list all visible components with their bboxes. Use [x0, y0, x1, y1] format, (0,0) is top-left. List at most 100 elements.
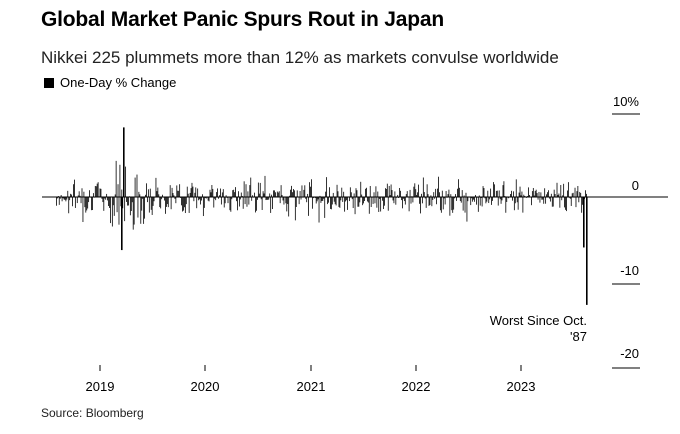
daily-change-bar [514, 197, 516, 204]
daily-change-bar [94, 185, 96, 197]
daily-change-bar [247, 191, 249, 197]
daily-change-bar [565, 197, 566, 210]
daily-change-bar [215, 197, 217, 201]
daily-change-bar [500, 197, 502, 204]
daily-change-bar [399, 187, 401, 197]
daily-change-bar [461, 190, 463, 197]
daily-change-bar [223, 197, 225, 208]
daily-change-bar [581, 197, 583, 213]
daily-change-bar [576, 191, 578, 197]
daily-change-bar [105, 197, 107, 200]
daily-change-bar [457, 188, 458, 197]
daily-change-bar [350, 192, 352, 197]
daily-change-bar [481, 197, 483, 207]
daily-change-bar [533, 195, 535, 197]
daily-change-bar [376, 197, 378, 208]
daily-change-bar [439, 197, 441, 211]
daily-change-bar [151, 197, 153, 215]
daily-change-bar [550, 193, 552, 197]
daily-change-bar [271, 194, 273, 197]
daily-change-bar [258, 193, 260, 197]
daily-change-bar [465, 192, 467, 197]
daily-change-bar [77, 195, 79, 197]
daily-change-bar [344, 197, 346, 212]
daily-change-bar [503, 181, 505, 197]
daily-change-bar [152, 197, 154, 206]
daily-change-bar [81, 188, 83, 197]
daily-change-bar [366, 197, 368, 202]
daily-change-bar [209, 189, 211, 197]
daily-change-bar [385, 188, 386, 197]
daily-change-bar [92, 197, 93, 211]
daily-change-bar [210, 192, 212, 197]
daily-change-bar [274, 190, 275, 197]
daily-change-bar [478, 195, 480, 197]
daily-change-bar [512, 191, 514, 197]
daily-change-bar [133, 197, 135, 225]
daily-change-bar [470, 197, 472, 206]
daily-change-bar [301, 185, 303, 197]
daily-change-bar [403, 197, 404, 199]
source-note: Source: Bloomberg [41, 406, 144, 420]
daily-change-bar [83, 191, 85, 197]
daily-change-bar [67, 190, 69, 197]
daily-change-bar [427, 194, 429, 197]
daily-change-bar [182, 197, 183, 212]
daily-change-bar [452, 197, 454, 213]
daily-change-bar [124, 197, 126, 222]
daily-change-bar [72, 197, 73, 207]
daily-change-bar [333, 197, 335, 202]
daily-change-bar [390, 184, 392, 197]
daily-change-bar [556, 182, 558, 197]
daily-change-bar [450, 194, 452, 197]
daily-change-bar [212, 188, 214, 197]
daily-change-bar [268, 197, 270, 200]
daily-change-bar [273, 190, 274, 197]
daily-change-bar [382, 197, 383, 201]
daily-change-bar [360, 181, 362, 197]
daily-change-bar [166, 197, 168, 205]
daily-change-bar [578, 197, 580, 203]
daily-change-bar [241, 195, 243, 197]
daily-change-bar [80, 197, 82, 204]
notable-change-bar [583, 197, 585, 248]
y-tick-label: -20 [620, 346, 639, 361]
daily-change-bar [380, 197, 382, 212]
daily-change-bar [254, 192, 255, 197]
daily-change-bar [56, 197, 58, 199]
daily-change-bar [264, 175, 266, 197]
daily-change-bar [349, 187, 351, 197]
daily-change-bar [237, 197, 238, 211]
notable-change-bar [121, 197, 123, 251]
daily-change-bar [366, 187, 367, 197]
daily-change-bar [183, 197, 184, 211]
daily-change-bar [299, 191, 301, 197]
daily-change-bar [518, 192, 520, 197]
daily-change-bar [162, 194, 163, 197]
daily-change-bar [440, 197, 442, 213]
daily-change-bar [354, 197, 356, 215]
daily-change-bar [385, 189, 387, 197]
daily-change-bar [217, 188, 218, 197]
daily-change-bar [118, 197, 120, 225]
daily-change-bar [184, 197, 185, 208]
daily-change-bar [173, 195, 175, 197]
daily-change-bar [559, 197, 561, 208]
daily-change-bar [582, 197, 584, 205]
daily-change-bar [326, 177, 328, 197]
y-tick-label: 10% [613, 94, 639, 109]
daily-change-bar [434, 197, 436, 199]
daily-change-bar [529, 195, 530, 197]
daily-change-bar [169, 185, 171, 197]
daily-change-bar [149, 188, 151, 197]
daily-change-bar [318, 197, 320, 223]
daily-change-bar [361, 194, 363, 197]
daily-change-bar [190, 188, 192, 197]
daily-change-bar [129, 197, 131, 216]
daily-change-bar [272, 197, 273, 210]
daily-change-bar [506, 197, 508, 202]
notable-change-bar [123, 127, 125, 197]
daily-change-bar [121, 189, 123, 197]
daily-change-bar [345, 197, 346, 202]
daily-change-bar [314, 197, 316, 199]
